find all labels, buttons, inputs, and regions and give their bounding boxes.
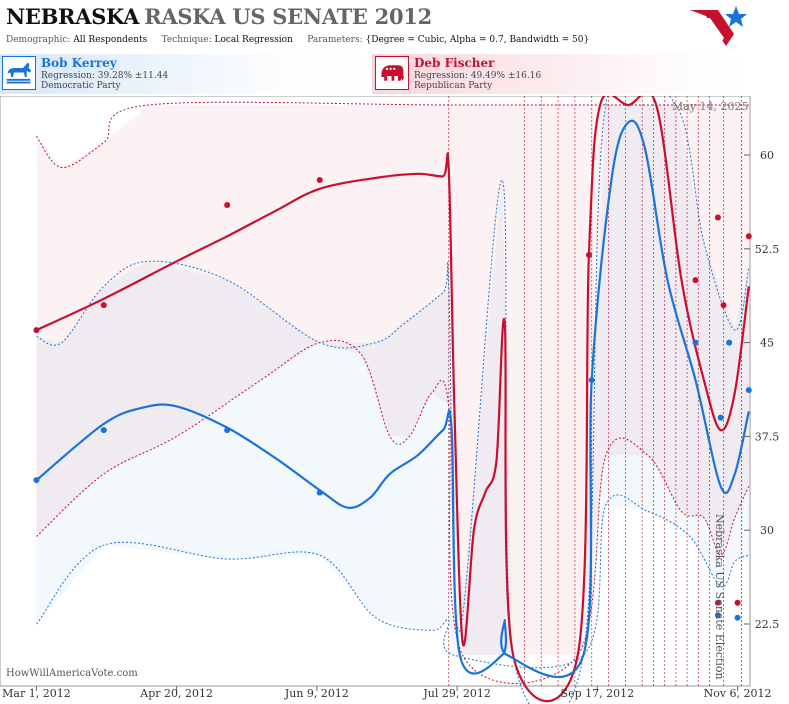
y-tick-label: 30	[760, 524, 774, 537]
kerrey-name: Bob Kerrey	[41, 56, 117, 70]
y-axis-ticks: 22.5 30 37.5 45 52.5 60	[744, 149, 779, 631]
donkey-icon	[2, 56, 36, 90]
poll-chart: 22.5 30 37.5 45 52.5 60 Mar 1, 2012 Apr 20, 20…	[0, 96, 779, 704]
bob-kerrey-band-upper	[36, 96, 750, 704]
trend-lines	[35, 96, 750, 703]
y-tick-label: 22.5	[755, 618, 780, 631]
site-credit: HowWillAmericaVote.com	[6, 668, 138, 679]
y-tick-label: 52.5	[755, 243, 780, 256]
deb-fischer-trend-line	[36, 96, 750, 703]
bob-kerrey-band	[36, 105, 749, 656]
deb-fischer-poll-point	[745, 233, 752, 240]
x-tick-label: Jul 29, 2012	[422, 687, 491, 700]
site-logo-icon	[690, 6, 747, 46]
kerrey-party: Democratic Party	[41, 81, 121, 91]
election-label: Nebraska US Senate Election	[713, 514, 726, 680]
deb-fischer-poll-point	[734, 599, 741, 606]
bob-kerrey-band-lower	[36, 494, 750, 669]
kerrey-regression: Regression: 39.28% ±11.44	[41, 71, 169, 81]
technique-label: Technique:	[161, 35, 212, 45]
fischer-party: Republican Party	[414, 81, 493, 91]
deb-fischer-poll-point	[224, 202, 231, 209]
x-tick-label: Sep 17, 2012	[561, 687, 635, 700]
deb-fischer-poll-point	[316, 177, 323, 184]
technique-value: Local Regression	[214, 35, 293, 45]
deb-fischer-poll-point	[720, 302, 727, 309]
parameters-line: Demographic: All Respondents Technique: …	[6, 35, 589, 45]
y-tick-label: 60	[760, 149, 774, 162]
x-tick-label: Mar 1, 2012	[2, 687, 71, 700]
deb-fischer-poll-point	[585, 252, 592, 259]
y-tick-label: 37.5	[755, 430, 780, 443]
bob-kerrey-poll-point	[316, 489, 323, 496]
dem-legend-background	[0, 54, 380, 94]
deb-fischer-poll-point	[100, 302, 107, 309]
bob-kerrey-poll-point	[33, 477, 40, 484]
deb-fischer-poll-point	[714, 214, 721, 221]
datestamp: May 14, 2025	[672, 100, 749, 113]
demographic-label: Demographic:	[6, 35, 71, 45]
deb-fischer-band-upper	[36, 101, 749, 169]
fischer-regression: Regression: 49.49% ±16.16	[414, 71, 542, 81]
bob-kerrey-poll-point	[100, 427, 107, 434]
bob-kerrey-poll-point	[745, 387, 752, 394]
bob-kerrey-poll-point	[714, 612, 721, 619]
bob-kerrey-poll-point	[588, 377, 595, 384]
elephant-icon	[375, 56, 409, 90]
fischer-name: Deb Fischer	[414, 56, 495, 70]
parameters-label: Parameters:	[307, 35, 363, 45]
bob-kerrey-poll-point	[726, 339, 733, 346]
x-tick-label: Apr 20, 2012	[139, 687, 213, 700]
bob-kerrey-trend-line	[35, 119, 750, 679]
poll-points	[33, 177, 752, 621]
title-state: NEBRASKA	[6, 4, 140, 29]
x-tick-label: Nov 6, 2012	[704, 687, 772, 700]
bob-kerrey-poll-point	[692, 339, 699, 346]
deb-fischer-band-lower	[36, 340, 750, 684]
bob-kerrey-poll-point	[717, 414, 724, 421]
x-axis-ticks: Mar 1, 2012 Apr 20, 2012 Jun 9, 2012 Jul 29…	[2, 686, 772, 700]
deb-fischer-poll-point	[692, 277, 699, 284]
y-tick-label: 45	[760, 337, 774, 350]
candidate-legend: Bob Kerrey Regression: 39.28% ±11.44 Dem…	[0, 54, 750, 94]
parameters-value: {Degree = Cubic, Alpha = 0.7, Bandwidth …	[365, 35, 590, 45]
deb-fischer-poll-point	[714, 599, 721, 606]
chart-title: NEBRASKA RASKA US SENATE 2012	[6, 4, 706, 34]
x-tick-label: Jun 9, 2012	[284, 687, 349, 700]
deb-fischer-poll-point	[33, 327, 40, 334]
plot-frame	[0, 96, 751, 687]
title-race: RASKA US SENATE 2012	[144, 4, 432, 29]
rep-legend-background	[372, 54, 750, 94]
demographic-value: All Respondents	[73, 35, 148, 45]
confidence-band-lines	[36, 96, 750, 704]
bob-kerrey-poll-point	[734, 614, 741, 621]
bob-kerrey-poll-point	[224, 427, 231, 434]
